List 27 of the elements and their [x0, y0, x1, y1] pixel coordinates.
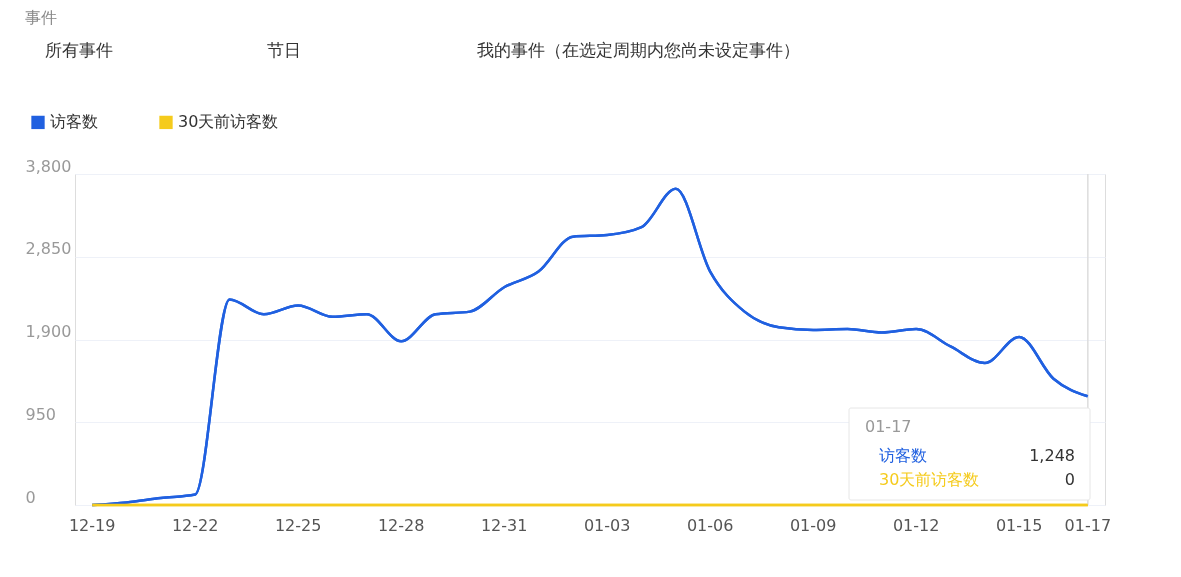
- y-tick-label: 0: [25, 487, 36, 507]
- x-tick-label: 12-22: [171, 515, 219, 535]
- annotation: 0: [1064, 470, 1075, 489]
- x-tick-label: 12-28: [377, 515, 425, 535]
- text: 所有事件: [45, 40, 113, 60]
- x-tick-label: 01-17: [1064, 515, 1112, 535]
- text: 我的事件（在选定周期内您尚未设定事件）: [477, 40, 800, 60]
- annotation: 1,248: [1029, 446, 1075, 465]
- x-tick-label: 01-06: [686, 515, 734, 535]
- annotation: 01-17: [865, 417, 912, 436]
- text: 节日: [267, 40, 301, 60]
- legend-label: 访客数: [50, 112, 98, 132]
- x-tick-label: 01-15: [995, 515, 1043, 535]
- y-tick-label: 1,900: [25, 322, 72, 341]
- x-tick-label: 12-19: [68, 515, 116, 535]
- y-tick-label: 2,850: [25, 239, 72, 259]
- x-tick-label: 01-03: [583, 515, 631, 535]
- annotation: 30天前访客数: [879, 470, 980, 489]
- text: 事件: [25, 8, 57, 27]
- x-tick-label: 01-12: [892, 515, 940, 535]
- annotation: 访客数: [879, 446, 927, 465]
- y-tick-label: 3,800: [25, 156, 72, 176]
- x-tick-label: 12-31: [480, 515, 528, 535]
- y-tick-label: 950: [25, 404, 57, 424]
- x-tick-label: 01-09: [789, 515, 837, 535]
- x-tick-label: 12-25: [274, 515, 322, 535]
- legend-label: 30天前访客数: [178, 112, 279, 132]
